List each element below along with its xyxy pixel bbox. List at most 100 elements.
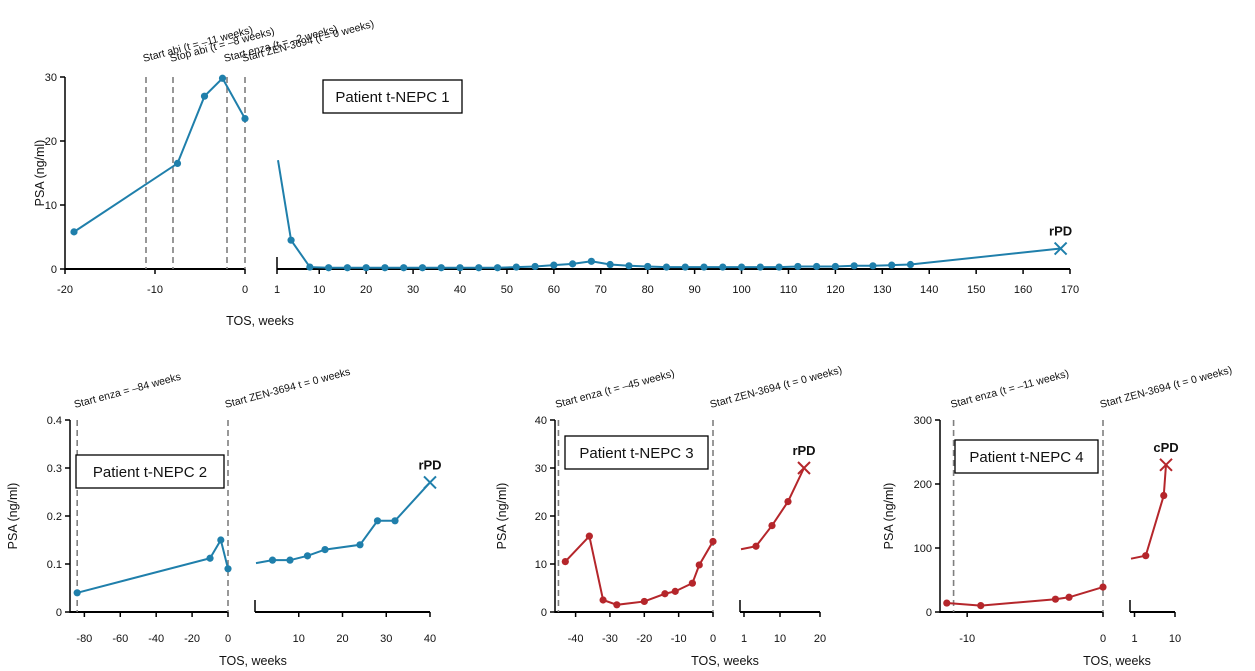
data-point — [813, 262, 821, 271]
data-point — [73, 589, 81, 597]
panel-2: 0 0.1 0.2 0.3 0.4 PSA (ng/ml) -80 -60 -40 -20 0 10 2… — [6, 366, 442, 668]
x-tick-label: -10 — [147, 284, 163, 296]
data-point — [888, 261, 896, 269]
panel-title: Patient t-NEPC 4 — [969, 449, 1083, 466]
x-tick-label: 30 — [380, 633, 392, 645]
event-label: Start enza (t = –45 weeks) — [554, 368, 676, 411]
x-tick-label: -20 — [57, 284, 73, 296]
y-axis-label: PSA (ng/ml) — [6, 483, 20, 550]
data-point — [493, 264, 502, 272]
data-point — [217, 536, 225, 544]
y-axis-label: PSA (ng/ml) — [33, 140, 47, 207]
x-axis-label: TOS, weeks — [219, 654, 287, 668]
progression-label: rPD — [792, 443, 815, 458]
y-tick-label: 30 — [45, 72, 57, 84]
y-tick-label: 0 — [51, 264, 57, 276]
y-tick-label: 0.1 — [47, 559, 62, 571]
y-tick-label: 0 — [541, 607, 547, 619]
data-point — [587, 257, 595, 265]
data-point — [321, 546, 329, 554]
x-axis-label: TOS, weeks — [691, 654, 759, 668]
y-tick-label: 0.2 — [47, 511, 62, 523]
event-label: Start ZEN-3694 t = 0 weeks — [224, 366, 352, 411]
data-point — [784, 498, 792, 506]
data-point — [561, 558, 569, 566]
data-point — [391, 517, 399, 525]
data-point — [869, 262, 877, 270]
x-tick-label: 110 — [780, 284, 798, 296]
event-label: Start ZEN-3694 (t = 0 weeks) — [1099, 364, 1234, 411]
x-tick-label: 0 — [710, 633, 716, 645]
data-point — [1142, 552, 1150, 560]
event-label: Start enza = –84 weeks — [73, 371, 182, 411]
x-tick-label: 70 — [595, 284, 607, 296]
x-tick-label: -40 — [568, 633, 584, 645]
data-point — [831, 262, 839, 271]
y-tick-label: 0 — [926, 607, 932, 619]
series-line-pre — [564, 534, 714, 606]
x-tick-label: 140 — [920, 284, 938, 296]
data-point — [206, 554, 214, 562]
progression-marker — [1053, 241, 1068, 256]
x-tick-label: 130 — [873, 284, 891, 296]
data-point — [1051, 595, 1060, 603]
x-axis-label: TOS, weeks — [1083, 654, 1151, 668]
y-tick-label: 20 — [535, 511, 547, 523]
data-point — [709, 537, 717, 546]
data-point — [218, 74, 227, 82]
series-line-post — [277, 160, 1061, 269]
data-point — [599, 596, 607, 604]
y-tick-label: 20 — [45, 136, 57, 148]
x-tick-label: 0 — [225, 633, 231, 645]
data-point — [381, 264, 389, 272]
series-line-post — [255, 481, 431, 565]
y-tick-label: 0.4 — [47, 415, 62, 427]
x-tick-label: 10 — [774, 633, 786, 645]
data-point — [456, 264, 464, 272]
data-point — [550, 261, 558, 269]
x-tick-label: 30 — [407, 284, 419, 296]
data-point — [475, 264, 483, 272]
series-line-pre — [946, 586, 1104, 607]
y-tick-label: 40 — [535, 415, 547, 427]
panel-title: Patient t-NEPC 3 — [579, 445, 693, 462]
data-point — [343, 264, 351, 272]
data-point — [437, 264, 445, 272]
data-point — [662, 263, 671, 271]
series-line-post — [740, 467, 805, 551]
panel-title-box — [954, 439, 1099, 474]
y-tick-label: 10 — [45, 200, 57, 212]
x-tick-label: 160 — [1014, 284, 1032, 296]
data-point — [224, 565, 232, 573]
progression-label: rPD — [1049, 224, 1072, 239]
y-axis-label: PSA (ng/ml) — [495, 483, 509, 550]
progression-marker — [797, 461, 811, 475]
data-point — [268, 556, 277, 564]
x-tick-label: -10 — [959, 633, 975, 645]
y-tick-label: 30 — [535, 463, 547, 475]
x-tick-label: -30 — [602, 633, 618, 645]
x-tick-label: -20 — [636, 633, 652, 645]
x-tick-label: -40 — [148, 633, 164, 645]
panel-title-box — [75, 454, 225, 489]
event-label: Start ZEN-3694 (t = 0 weeks) — [709, 364, 844, 411]
y-tick-label: 100 — [914, 543, 932, 555]
data-point — [286, 556, 294, 564]
x-tick-label: 100 — [732, 284, 750, 296]
data-point — [1065, 593, 1073, 601]
data-point — [700, 263, 708, 271]
y-tick-label: 300 — [914, 415, 932, 427]
data-point — [695, 561, 703, 569]
panel-title-box — [322, 79, 463, 114]
series-line-pre — [76, 537, 229, 594]
data-point — [1160, 491, 1168, 500]
x-tick-label: 0 — [242, 284, 248, 296]
x-tick-label: 10 — [1169, 633, 1181, 645]
x-tick-label: 1 — [741, 633, 747, 645]
data-point — [661, 590, 669, 598]
data-point — [640, 597, 648, 606]
data-point — [325, 264, 333, 272]
event-label: Start enza (t = –11 weeks) — [949, 368, 1070, 411]
progression-marker — [1159, 458, 1173, 472]
